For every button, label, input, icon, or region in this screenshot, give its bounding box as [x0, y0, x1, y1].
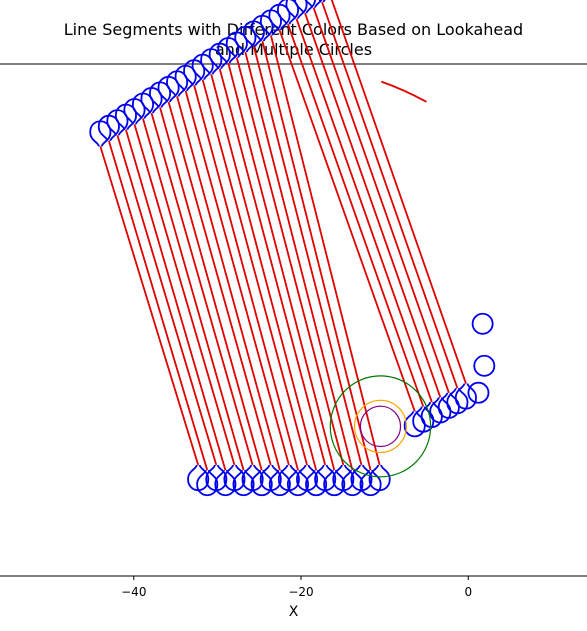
straight-segment: [312, 7, 450, 394]
turn-loop-bottom: [454, 383, 477, 410]
straight-segment: [116, 135, 218, 466]
chart-title: Line Segments with Different Colors Base…: [64, 20, 523, 59]
circle-middle: [353, 399, 407, 454]
straight-segment: [244, 51, 354, 471]
turn-loop-edge: [467, 381, 490, 404]
straight-segment: [167, 101, 272, 466]
circle-inner: [359, 405, 402, 448]
straight-segment: [210, 74, 317, 471]
turn-loop-bottom: [214, 469, 237, 497]
straight-segment: [261, 40, 372, 471]
x-tick-label: −40: [121, 585, 146, 599]
straight-segment: [108, 140, 209, 471]
turn-loop-bottom: [232, 469, 255, 497]
straight-segment: [133, 123, 236, 466]
straight-segment: [99, 146, 200, 466]
x-tick-label: −20: [288, 585, 313, 599]
straight-segment: [176, 96, 281, 471]
straight-segment: [270, 35, 381, 466]
straight-segment: [287, 24, 425, 407]
turn-loop-bottom: [196, 469, 219, 497]
turn-loop-bottom: [446, 387, 469, 415]
straight-segment: [278, 29, 416, 412]
straight-segment: [218, 68, 327, 466]
x-tick-label: 0: [464, 585, 472, 599]
tail-segment: [381, 80, 427, 103]
turn-loop-edge: [473, 354, 496, 377]
straight-segment: [125, 129, 227, 471]
straight-segment: [295, 18, 433, 403]
chart-title-line: Line Segments with Different Colors Base…: [64, 20, 523, 39]
chart-title-line: and Multiple Circles: [215, 40, 372, 59]
turn-loop-bottom: [341, 469, 364, 497]
straight-segment: [201, 79, 308, 466]
turn-loop-bottom: [268, 469, 291, 497]
straight-segment: [252, 46, 363, 466]
straight-segment: [227, 62, 336, 471]
straight-segment: [159, 107, 263, 471]
straight-segment: [321, 1, 459, 389]
straight-segment: [235, 57, 345, 466]
straight-segment: [150, 112, 254, 466]
straight-segment: [184, 90, 290, 466]
x-axis-ticks: −40 −20 0: [121, 576, 472, 599]
turn-loop-bottom: [323, 469, 346, 497]
plot-area: [89, 0, 496, 497]
turn-loop-bottom: [368, 464, 391, 492]
straight-segment: [330, 0, 467, 384]
straight-segment: [193, 85, 299, 471]
circle-outer: [329, 375, 432, 478]
turn-loop-bottom: [305, 469, 328, 497]
turn-loop-bottom: [287, 469, 309, 497]
straight-segment: [142, 118, 245, 471]
turn-loop-bottom: [250, 469, 273, 497]
turn-loop-edge: [471, 312, 494, 335]
straight-segment: [304, 12, 442, 398]
x-axis-label: X: [289, 604, 299, 620]
